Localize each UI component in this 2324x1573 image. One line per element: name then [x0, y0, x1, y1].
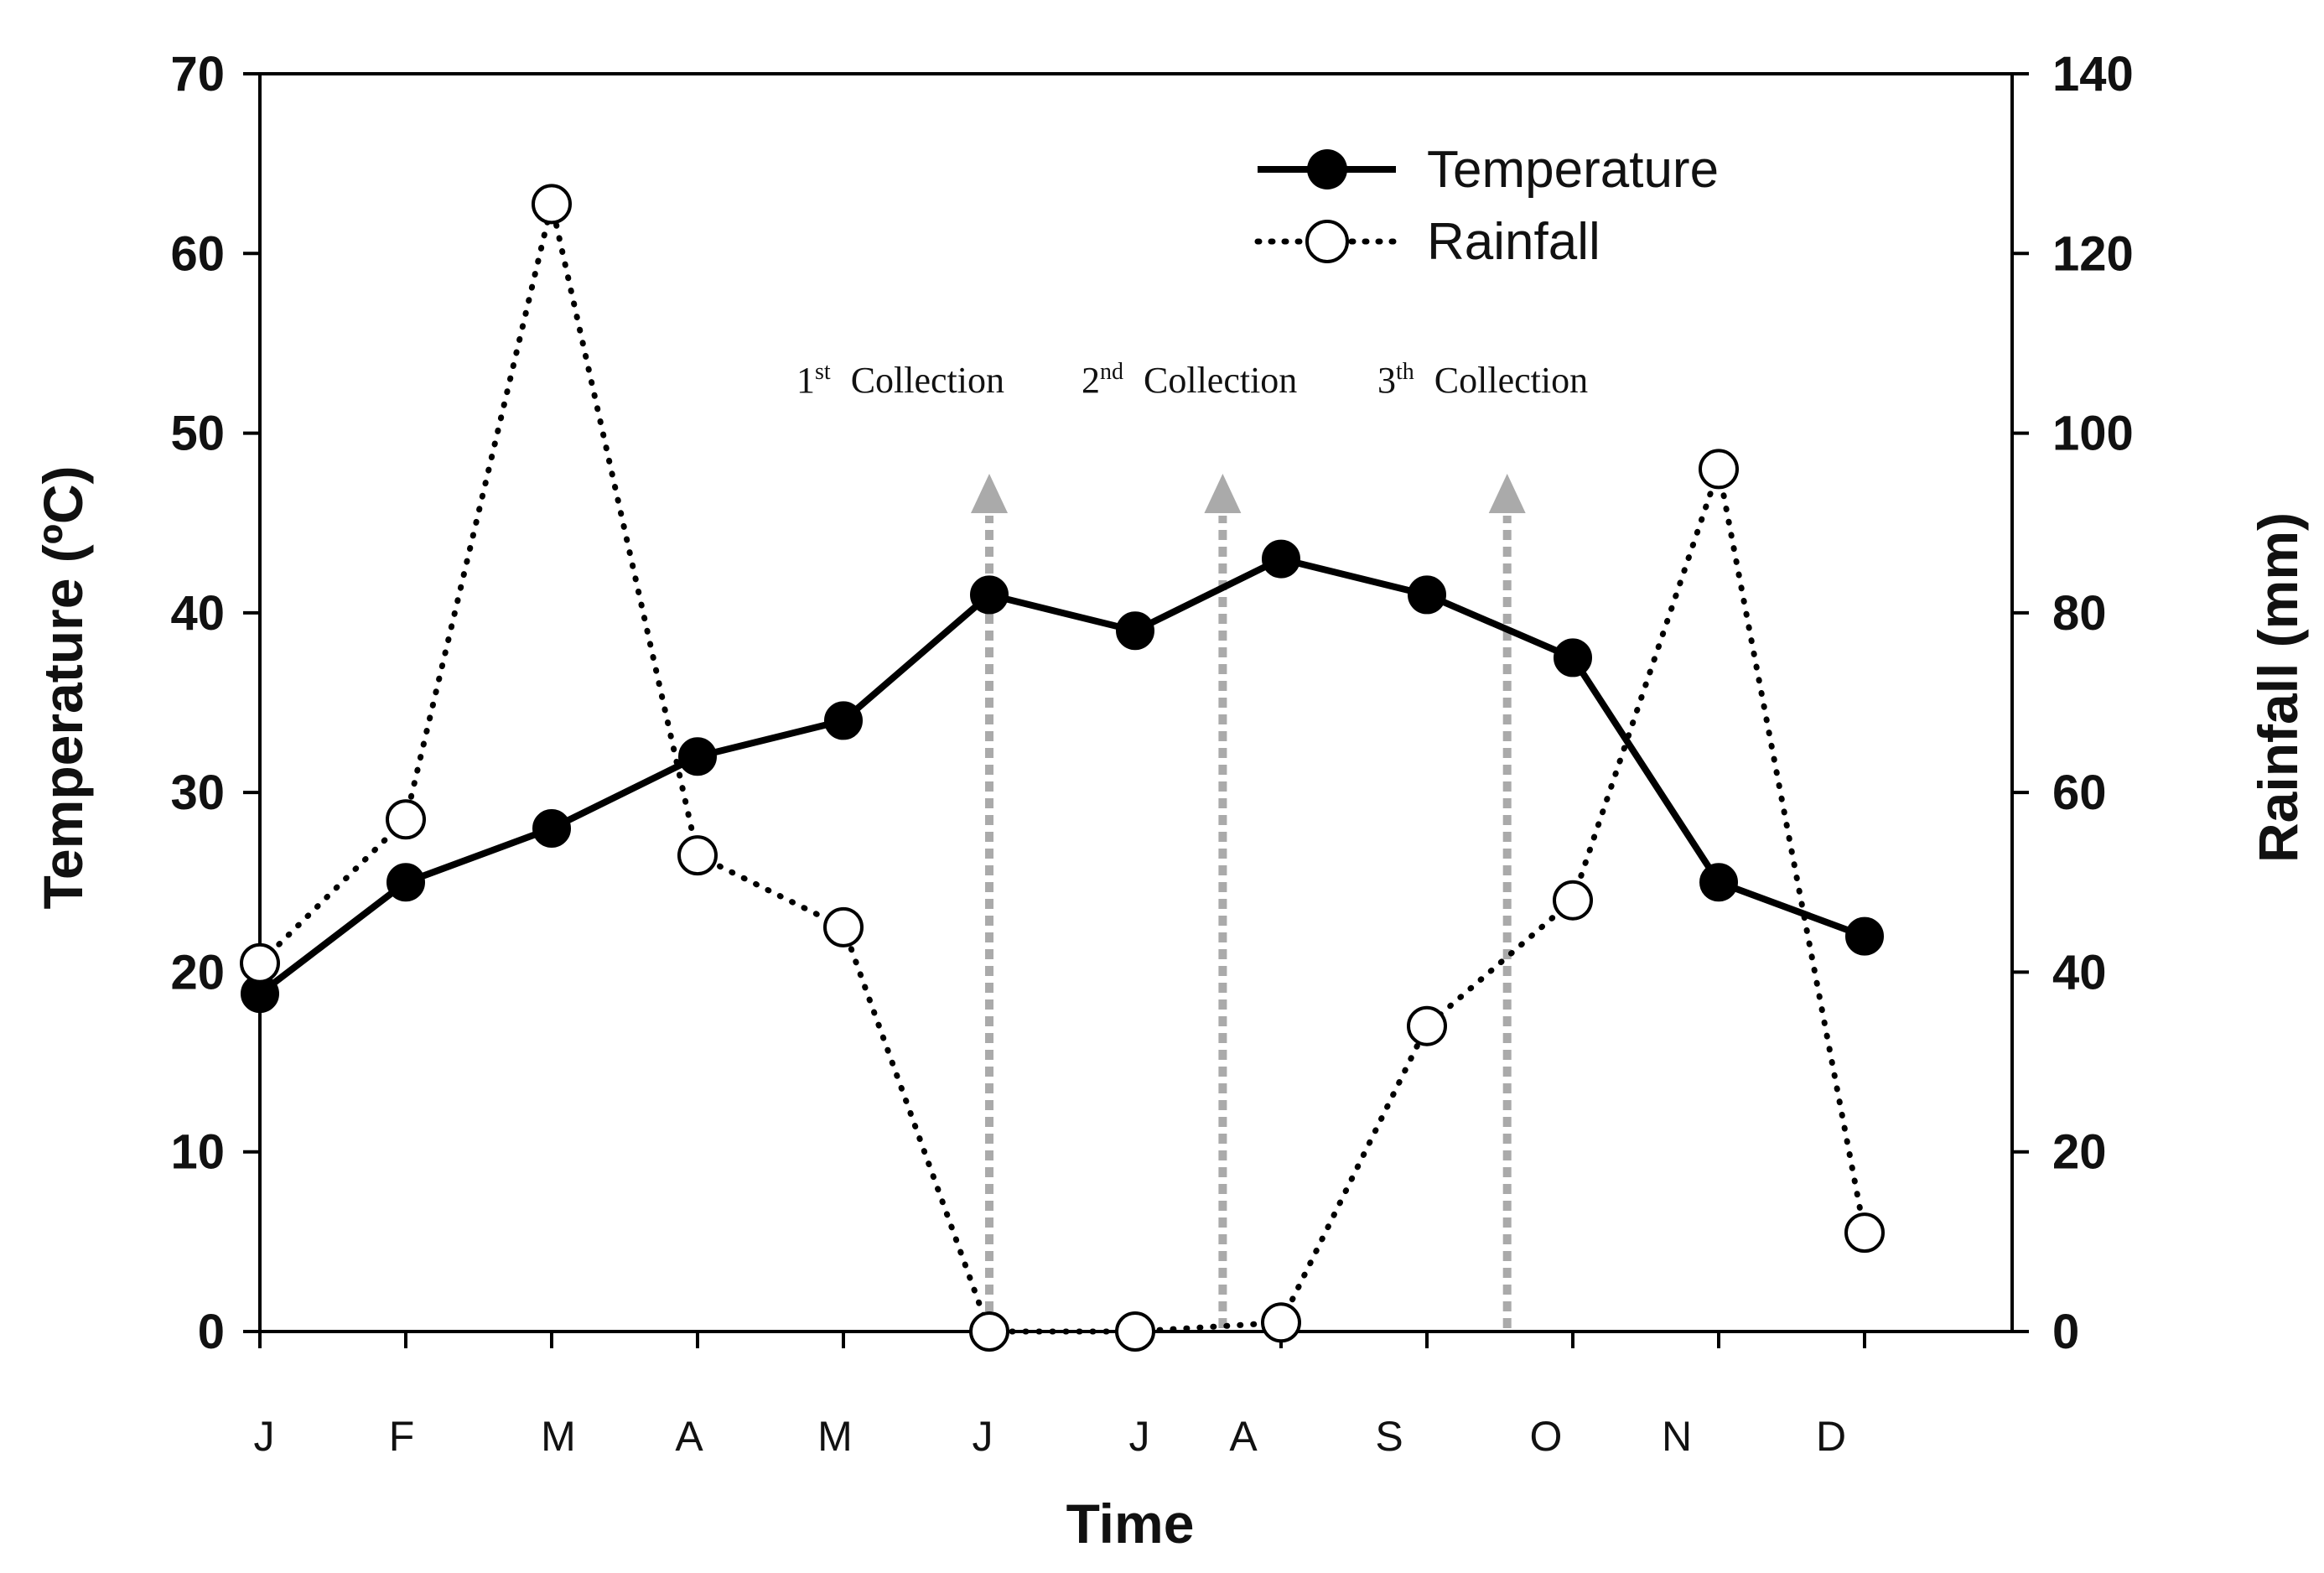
annotation-1st-collection: 1st Collection — [796, 359, 1004, 401]
y2-tick-label: 80 — [2052, 586, 2107, 641]
x-tick-label: M — [541, 1413, 576, 1460]
legend-rainfall-marker — [1305, 220, 1349, 263]
y2-tick-label: 20 — [2052, 1125, 2107, 1180]
y2-tick-label: 40 — [2052, 945, 2107, 999]
rainfall-point — [969, 1311, 1009, 1352]
rainfall-point — [1115, 1311, 1155, 1352]
temperature-point — [970, 575, 1009, 615]
temperature-point — [1408, 575, 1446, 615]
collection-arrow-head — [1204, 474, 1242, 513]
y-tick-label: 30 — [170, 766, 225, 820]
temperature-point — [1699, 863, 1738, 902]
y2-tick-label: 60 — [2052, 766, 2107, 820]
x-tick-label: J — [254, 1413, 275, 1460]
rainfall-point — [386, 799, 426, 840]
y-axis-title: Temperature (ºC) — [32, 466, 94, 910]
x-tick-label: A — [675, 1413, 703, 1460]
y2-axis-title: Rainfall (mm) — [2247, 512, 2309, 863]
x-tick-label: S — [1375, 1413, 1403, 1460]
legend-temperature-marker — [1307, 149, 1347, 189]
rainfall-point — [1261, 1302, 1301, 1343]
y-tick-label: 20 — [170, 945, 225, 999]
rainfall-point — [1844, 1212, 1885, 1254]
legend-rainfall-label: Rainfall — [1427, 213, 1600, 271]
plot-frame — [258, 72, 2014, 1333]
temperature-point — [1845, 916, 1884, 956]
rainfall-point — [1553, 880, 1593, 921]
y2-tick-label: 0 — [2052, 1305, 2079, 1359]
x-tick-label: J — [1129, 1413, 1150, 1460]
collection-arrow-head — [1488, 474, 1526, 513]
series-line-temperature — [257, 555, 1868, 998]
y2-tick-label: 120 — [2052, 226, 2134, 281]
annotation-3rd-collection: 3th Collection — [1377, 359, 1588, 401]
y-tick-label: 70 — [170, 47, 225, 101]
y-tick-label: 60 — [170, 226, 225, 281]
x-tick-label: M — [817, 1413, 853, 1460]
collection-arrow-head — [971, 474, 1008, 513]
rainfall-point — [240, 942, 280, 984]
x-axis-title: Time — [1066, 1493, 1195, 1555]
x-tick-label: D — [1816, 1413, 1846, 1460]
y2-tick-label: 140 — [2052, 47, 2134, 101]
y-axis-ticks: 0 10 20 30 40 50 60 70 — [170, 47, 260, 1359]
y-tick-label: 50 — [170, 407, 225, 461]
x-tick-label: F — [389, 1413, 415, 1460]
rainfall-point — [677, 835, 718, 876]
x-tick-label: A — [1229, 1413, 1258, 1460]
axes — [258, 72, 2014, 1333]
y-tick-label: 0 — [198, 1305, 225, 1359]
temperature-point — [386, 863, 425, 902]
temperature-point — [532, 809, 571, 848]
series-line-rainfall — [257, 200, 1868, 1335]
collection-arrows — [971, 474, 1526, 1328]
temperature-point — [1116, 611, 1154, 651]
x-tick-label: J — [973, 1413, 993, 1460]
y-tick-label: 40 — [170, 586, 225, 641]
legend-temperature-label: Temperature — [1427, 141, 1719, 199]
y2-axis-ticks: 0 20 40 60 80 100 120 140 — [2012, 47, 2134, 1359]
collection-annotations: 1st Collection 2nd Collection 3th Collectio… — [796, 359, 1588, 401]
annotation-2nd-collection: 2nd Collection — [1082, 359, 1297, 401]
rainfall-point — [1407, 1005, 1447, 1046]
temperature-point — [1554, 638, 1592, 677]
temperature-point — [1262, 539, 1300, 579]
rainfall-point — [1699, 449, 1739, 490]
temperature-point — [824, 701, 863, 740]
rainfall-point — [532, 184, 572, 225]
series-layer — [240, 184, 1885, 1352]
rainfall-point — [823, 906, 864, 947]
temperature-point — [678, 737, 717, 776]
x-tick-label: O — [1530, 1413, 1563, 1460]
x-tick-label: N — [1662, 1413, 1692, 1460]
legend: Temperature Rainfall — [1254, 141, 1719, 271]
y-tick-label: 10 — [170, 1125, 225, 1180]
y2-tick-label: 100 — [2052, 407, 2134, 461]
